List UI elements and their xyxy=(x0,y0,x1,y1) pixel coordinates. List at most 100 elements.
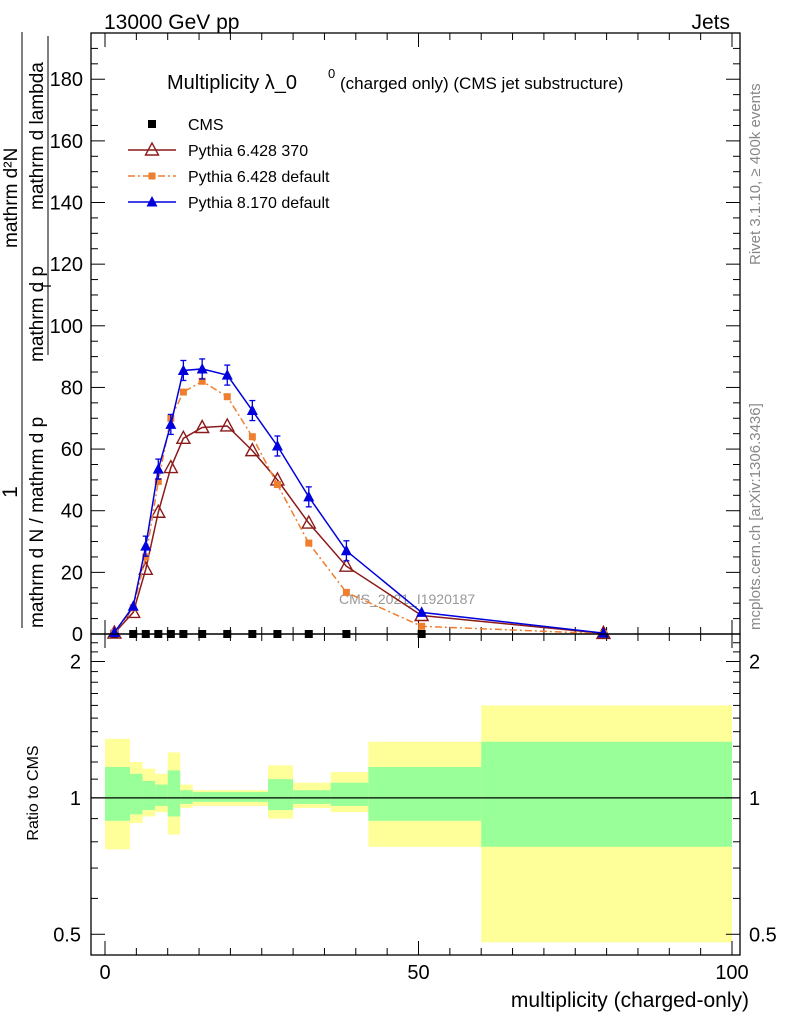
ytick-label: 100 xyxy=(50,316,83,338)
data-point xyxy=(221,369,233,380)
ytick-label: 20 xyxy=(61,562,83,584)
data-point xyxy=(416,606,428,617)
ytick-label: 160 xyxy=(50,131,83,153)
data-point xyxy=(175,429,192,444)
data-point xyxy=(140,540,152,551)
data-point xyxy=(418,622,426,630)
ytick-label: 120 xyxy=(50,254,83,276)
mcplots-label: mcplots.cern.ch [arXiv:1306.3436] xyxy=(747,403,764,630)
x-tick-labels: 0 50 100 xyxy=(99,962,748,984)
band-green xyxy=(481,741,732,847)
data-point xyxy=(163,459,179,474)
data-point xyxy=(194,419,210,434)
ratio-ticks xyxy=(91,634,740,955)
ylabel-frac-num: mathrm d²N xyxy=(1,148,22,248)
watermark: CMS_2021_I1920187 xyxy=(339,591,475,607)
data-point xyxy=(305,539,313,547)
band-green xyxy=(105,766,131,821)
ylabel-inner-num: mathrm d p xyxy=(27,266,48,362)
band-green xyxy=(142,780,156,811)
data-point xyxy=(273,481,281,489)
data-point xyxy=(150,503,166,518)
ratio-bands xyxy=(105,705,732,943)
series-3 xyxy=(108,358,609,638)
legend-entry-2: Pythia 6.428 default xyxy=(128,169,330,186)
data-point xyxy=(271,439,283,451)
ytick-label: 60 xyxy=(61,439,83,461)
legend-entry-3: Pythia 8.170 default xyxy=(128,195,330,212)
data-point xyxy=(179,388,187,396)
data-point xyxy=(127,600,139,611)
title-sup: 0 xyxy=(328,66,335,81)
x-axis-label: multiplicity (charged-only) xyxy=(511,989,749,1012)
ratio-ytick-label: 0.5 xyxy=(53,924,81,946)
ylabel-inner-den: mathrm d lambda xyxy=(27,62,48,210)
data-point xyxy=(198,377,206,385)
header-right: Jets xyxy=(691,11,730,34)
ytick-label: 0 xyxy=(72,624,83,646)
data-point xyxy=(223,393,231,401)
ytick-label: 180 xyxy=(50,69,83,91)
data-point xyxy=(196,362,208,374)
legend: CMS Pythia 6.428 370 Pythia 6.428 default P… xyxy=(128,117,330,212)
xtick-label: 0 xyxy=(99,962,110,984)
ratio-ytick-label-right: 1 xyxy=(749,788,760,810)
ylabel-sub-1: T xyxy=(39,282,54,290)
ytick-label: 40 xyxy=(61,501,83,523)
main-ylabel: 1 mathrm d N / mathrm d p mathrm d p T m… xyxy=(0,32,54,628)
data-point xyxy=(338,557,355,572)
legend-entry-1: Pythia 6.428 370 xyxy=(128,141,308,160)
title-sub: (charged only) (CMS jet substructure) xyxy=(340,74,623,93)
data-point xyxy=(303,490,315,502)
ratio-ytick-label: 2 xyxy=(70,651,81,673)
xtick-label: 50 xyxy=(407,962,429,984)
data-point xyxy=(154,477,162,485)
legend-marker xyxy=(144,141,160,156)
xtick-label: 100 xyxy=(715,962,748,984)
data-point xyxy=(246,404,258,416)
data-point xyxy=(244,442,261,457)
main-ytick-labels: 0 20 40 60 80 100 120 140 160 180 xyxy=(50,69,83,646)
ylabel-frac-den: mathrm d N / mathrm d p xyxy=(27,417,48,628)
legend-marker xyxy=(148,172,156,180)
data-point xyxy=(301,514,317,529)
band-green xyxy=(330,782,369,806)
band-green xyxy=(155,784,168,806)
band-green xyxy=(167,770,181,817)
ratio-frame xyxy=(90,633,741,956)
legend-label: Pythia 8.170 default xyxy=(188,195,330,212)
band-green xyxy=(368,766,482,821)
ratio-ylabel: Ratio to CMS xyxy=(25,745,42,840)
data-point xyxy=(142,553,150,561)
chart-title: Multiplicity λ_0 0 (charged only) (CMS j… xyxy=(167,66,623,94)
legend-marker xyxy=(148,120,156,128)
ratio-panel: 0.5 0.5 1 1 2 2 Ratio to CMS xyxy=(25,633,777,956)
data-point xyxy=(248,433,256,441)
ylabel-one: 1 xyxy=(0,486,22,498)
rivet-label: Rivet 3.1.10, ≥ 400k events xyxy=(747,83,764,265)
legend-entry-0: CMS xyxy=(148,117,224,134)
legend-marker xyxy=(146,196,158,207)
ratio-ytick-label-right: 0.5 xyxy=(749,924,777,946)
data-point xyxy=(152,463,164,474)
header-left: 13000 GeV pp xyxy=(104,11,239,34)
band-green xyxy=(192,792,269,802)
series-line xyxy=(113,368,604,634)
data-point xyxy=(342,588,350,596)
band-green xyxy=(180,790,193,804)
band-green xyxy=(293,790,331,804)
band-green xyxy=(130,773,143,815)
data-point xyxy=(177,364,189,375)
ratio-ytick-label: 1 xyxy=(70,788,81,810)
legend-label: CMS xyxy=(188,117,224,134)
ratio-tick-labels: 0.5 0.5 1 1 2 2 xyxy=(53,651,777,946)
ytick-label: 140 xyxy=(50,193,83,215)
legend-label: Pythia 6.428 default xyxy=(188,169,330,186)
legend-label: Pythia 6.428 370 xyxy=(188,143,308,160)
ratio-ytick-label-right: 2 xyxy=(749,651,760,673)
ytick-label: 80 xyxy=(61,377,83,399)
data-point xyxy=(340,544,352,556)
title-main: Multiplicity λ_0 xyxy=(167,72,297,94)
data-point xyxy=(165,418,177,429)
